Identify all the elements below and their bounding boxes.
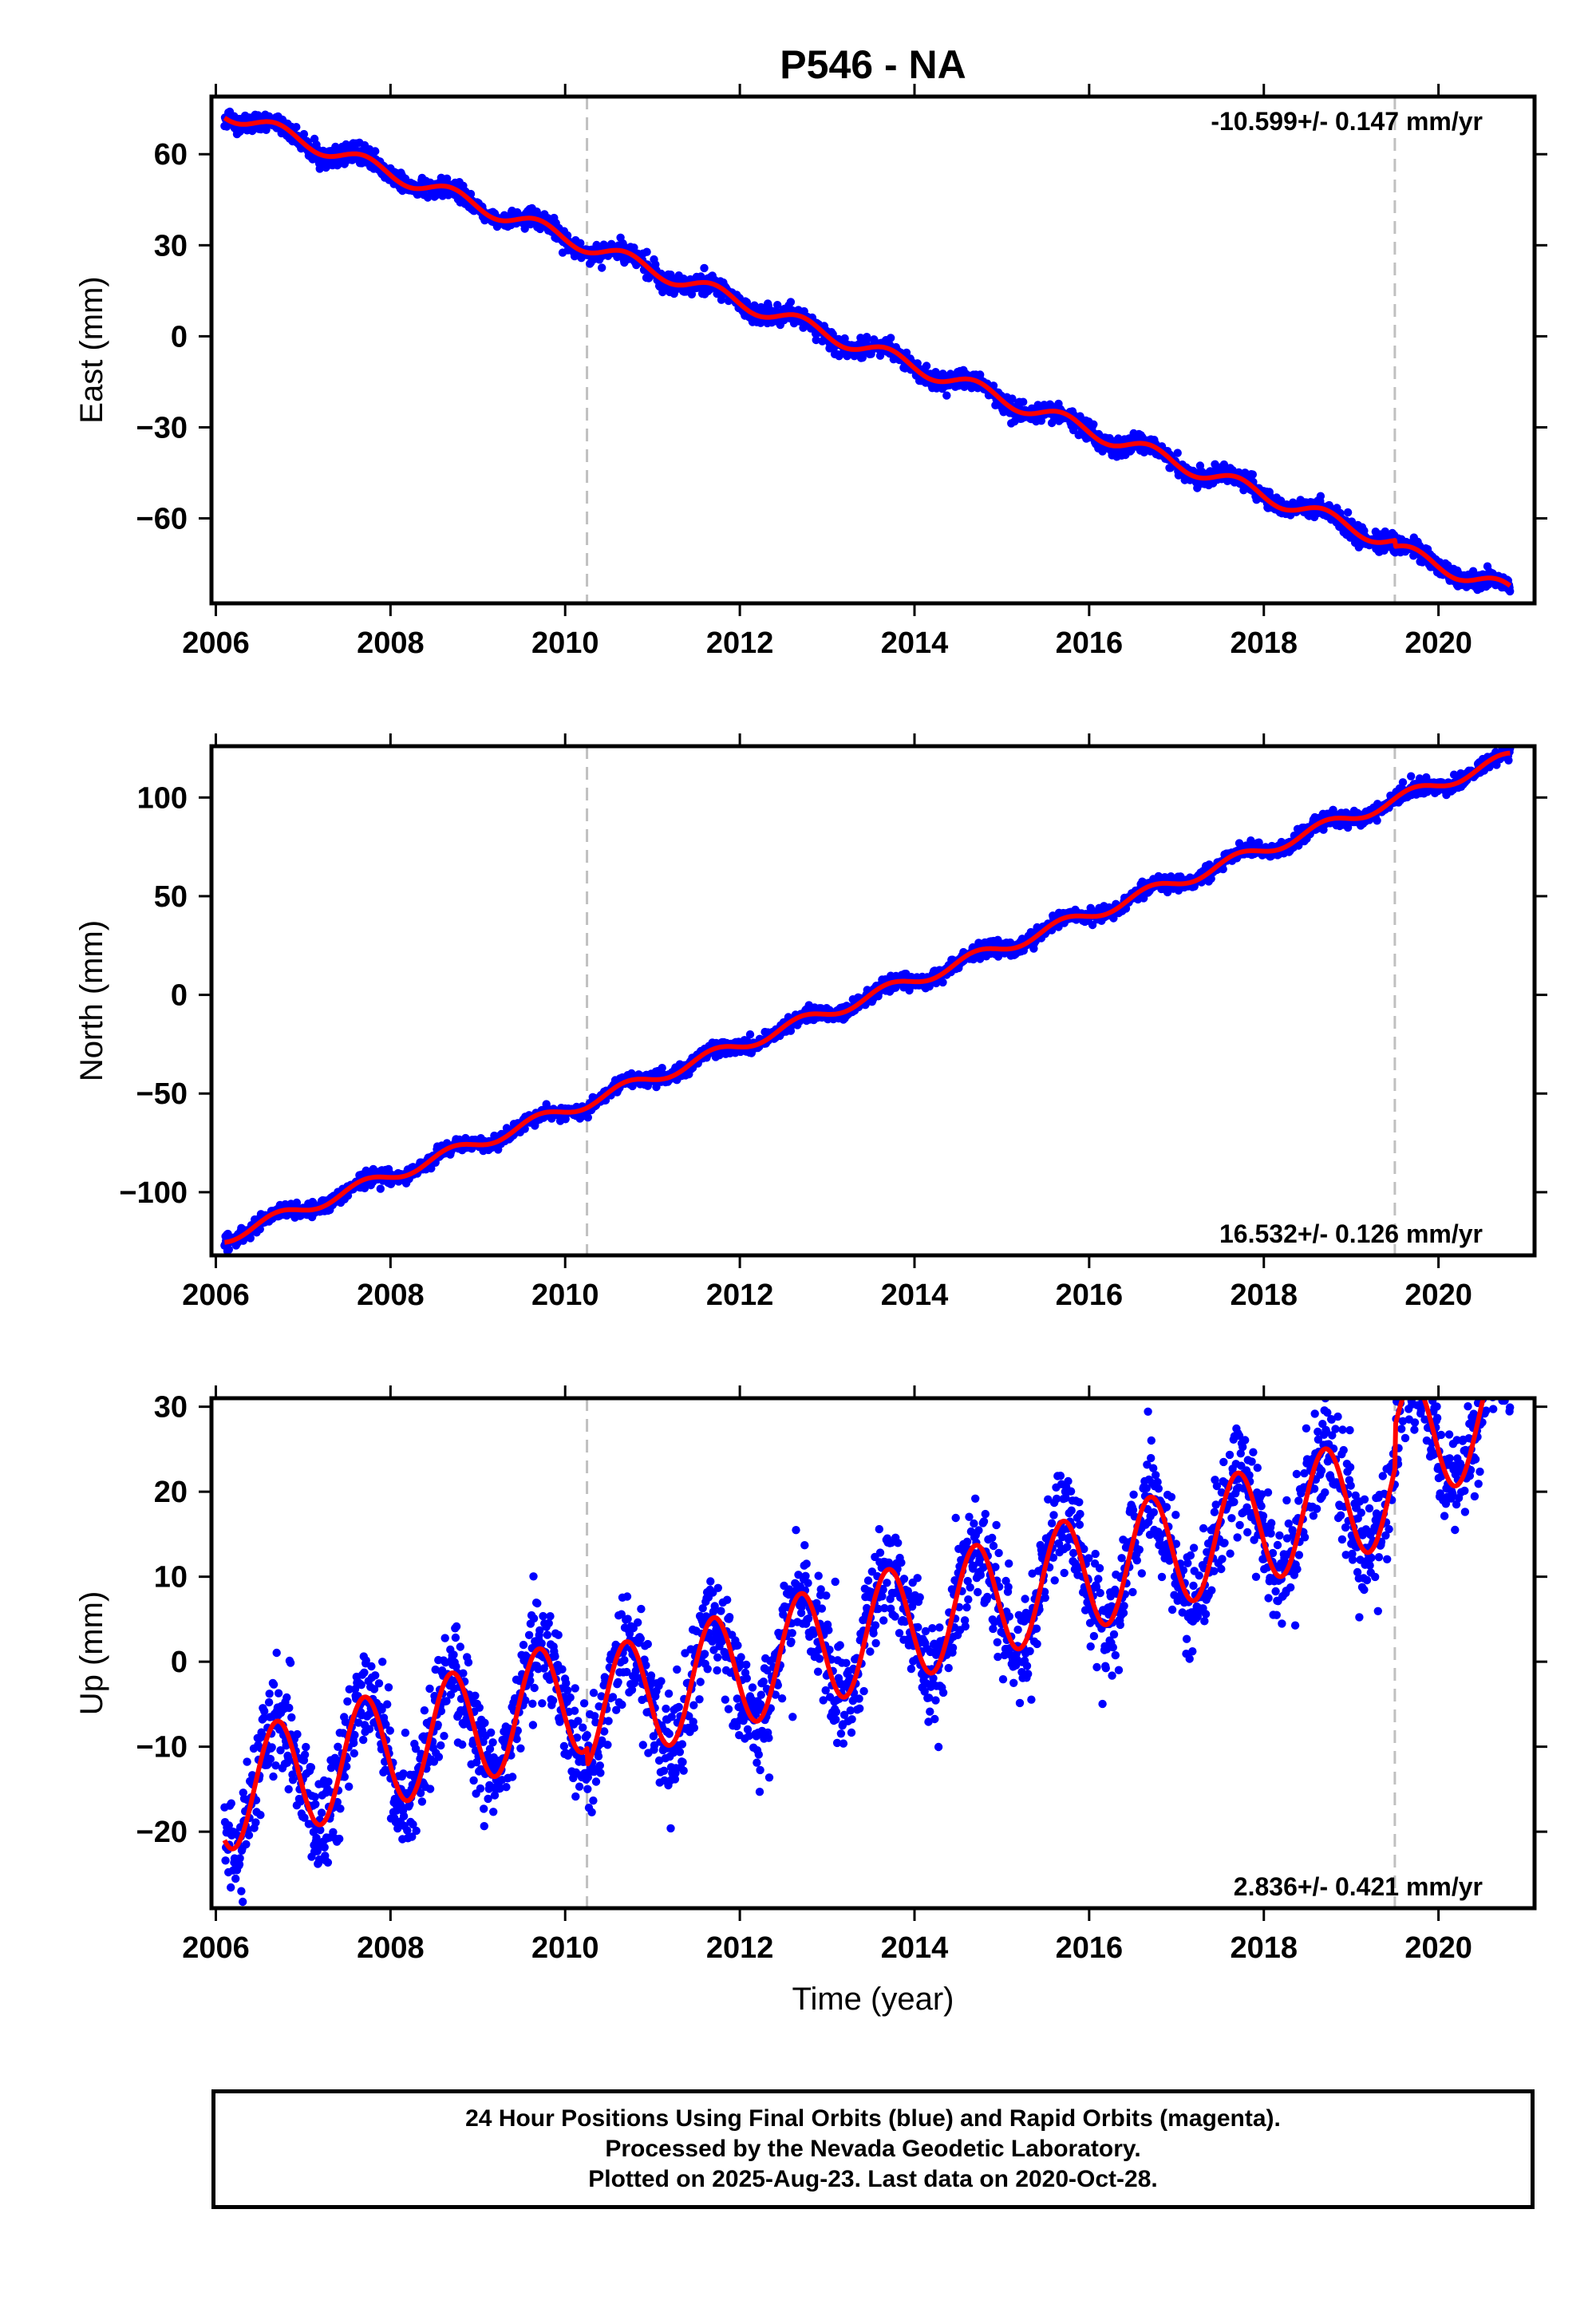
data-point	[989, 381, 998, 390]
data-point	[1089, 420, 1098, 429]
data-point	[773, 301, 782, 310]
data-point	[423, 193, 433, 202]
y-tick-label: −30	[136, 411, 188, 445]
data-point	[1343, 508, 1353, 517]
data-point	[687, 290, 697, 298]
data-point	[942, 391, 951, 400]
y-axis-label: East (mm)	[74, 276, 109, 423]
data-point	[786, 298, 796, 306]
x-tick-label: 2010	[531, 626, 599, 660]
data-point	[1407, 772, 1416, 781]
data-point	[292, 123, 301, 132]
data-point	[598, 263, 606, 272]
data-point	[224, 1245, 233, 1255]
data-point	[750, 301, 759, 310]
data-point	[812, 335, 820, 345]
y-tick-label: 0	[171, 320, 188, 354]
data-point	[902, 348, 911, 358]
x-tick-label: 2012	[706, 626, 774, 660]
x-tick-label: 2014	[881, 626, 949, 660]
plot-area	[220, 746, 1515, 1255]
y-tick-label: 60	[154, 138, 188, 172]
data-point	[630, 243, 638, 252]
x-tick-label: 2020	[1404, 626, 1472, 660]
data-point	[376, 1184, 385, 1193]
data-point	[1381, 527, 1390, 536]
data-point	[1373, 816, 1381, 825]
data-point	[922, 362, 931, 370]
x-tick-label: 2016	[1056, 626, 1124, 660]
data-point	[700, 263, 709, 273]
data-point	[658, 1064, 666, 1073]
x-tick-label: 2008	[357, 626, 425, 660]
x-tick-label: 2006	[182, 626, 250, 660]
x-tick-label: 2018	[1230, 626, 1298, 660]
data-points	[220, 107, 1515, 596]
model-line	[223, 116, 1512, 588]
plot-frame	[209, 94, 1537, 606]
data-point	[246, 1234, 255, 1243]
data-point	[299, 129, 309, 139]
data-point	[1316, 492, 1325, 500]
data-point	[1506, 587, 1515, 596]
velocity-label: -10.599+/- 0.147 mm/yr	[1211, 107, 1483, 136]
data-point	[913, 359, 922, 368]
data-point	[583, 1113, 592, 1122]
data-point	[1398, 778, 1408, 787]
data-point	[1173, 449, 1182, 457]
data-point	[863, 333, 871, 342]
plot-area	[220, 97, 1515, 603]
panel-north: 2006 2008 2010 2012 2014 2016 2018 2020100500−5…	[74, 733, 1547, 1312]
panel-east: 2006 2008 2010 2012 2014 2016 2018 2020 60 30 0 −30…	[74, 84, 1547, 660]
data-point	[642, 247, 651, 256]
data-point	[745, 1030, 755, 1039]
y-tick-label: −60	[136, 503, 188, 536]
figure-title: P546 - NA	[780, 42, 966, 87]
data-point	[255, 1225, 264, 1234]
data-point	[1019, 397, 1028, 406]
data-point	[938, 978, 947, 987]
data-point	[1008, 394, 1017, 403]
y-tick-label: 30	[154, 229, 188, 263]
data-point	[1248, 470, 1258, 479]
data-point	[887, 334, 895, 342]
panels-group: 2006 2008 2010 2012 2014 2016 2018 2020 60 30 0 −30…	[74, 84, 1547, 1965]
data-point	[371, 147, 380, 156]
data-point	[576, 239, 585, 247]
